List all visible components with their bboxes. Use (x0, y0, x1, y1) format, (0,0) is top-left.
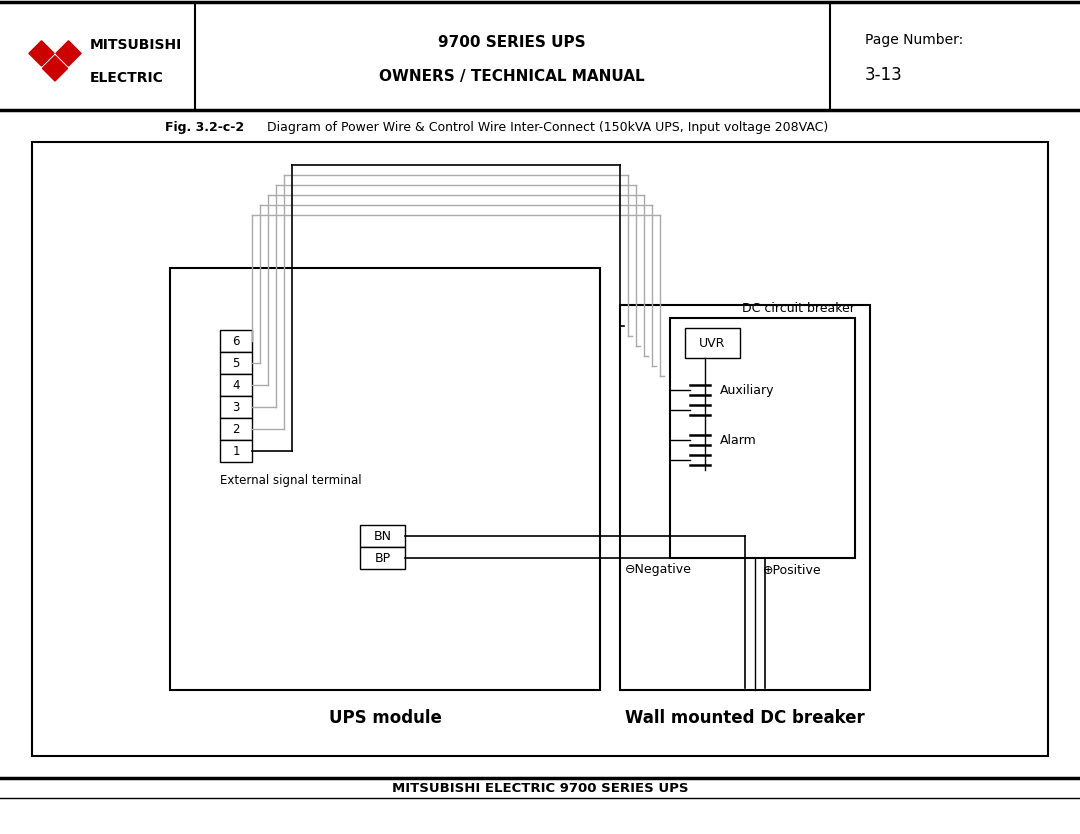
Bar (220, 396, 252, 418)
Text: 2: 2 (232, 423, 240, 435)
Bar (220, 352, 252, 374)
Text: 5: 5 (232, 356, 240, 369)
Text: ⊕Positive: ⊕Positive (762, 564, 822, 576)
Bar (220, 440, 252, 462)
Bar (360, 525, 405, 547)
Text: BN: BN (374, 530, 391, 542)
Polygon shape (42, 56, 68, 81)
Bar (670, 318, 855, 558)
Text: Fig. 3.2-c-2: Fig. 3.2-c-2 (165, 120, 244, 133)
Bar (170, 268, 600, 690)
Bar (685, 328, 740, 358)
Text: Wall mounted DC breaker: Wall mounted DC breaker (625, 709, 865, 727)
Bar (360, 547, 405, 569)
Text: Auxiliary: Auxiliary (720, 384, 774, 396)
Text: Page Number:: Page Number: (865, 33, 963, 47)
Bar (220, 418, 252, 440)
Text: UPS module: UPS module (328, 709, 442, 727)
Bar (220, 330, 252, 352)
Text: Alarm: Alarm (720, 434, 757, 446)
Text: OWNERS / TECHNICAL MANUAL: OWNERS / TECHNICAL MANUAL (379, 68, 645, 83)
Text: Diagram of Power Wire & Control Wire Inter-Connect (150kVA UPS, Input voltage 20: Diagram of Power Wire & Control Wire Int… (255, 120, 828, 133)
Text: ELECTRIC: ELECTRIC (90, 71, 164, 85)
Text: 1: 1 (232, 445, 240, 458)
Polygon shape (56, 41, 81, 66)
Text: UVR: UVR (700, 336, 726, 349)
Text: MITSUBISHI: MITSUBISHI (90, 38, 183, 52)
Bar (32, 142, 1048, 756)
Bar (620, 305, 870, 690)
Text: 3-13: 3-13 (865, 66, 903, 84)
Text: MITSUBISHI ELECTRIC 9700 SERIES UPS: MITSUBISHI ELECTRIC 9700 SERIES UPS (392, 781, 688, 795)
Text: 3: 3 (232, 400, 240, 414)
Bar (220, 374, 252, 396)
Text: 6: 6 (232, 334, 240, 348)
Text: External signal terminal: External signal terminal (220, 474, 362, 487)
Text: BP: BP (375, 551, 391, 565)
Text: 9700 SERIES UPS: 9700 SERIES UPS (438, 34, 585, 49)
Polygon shape (29, 41, 54, 66)
Text: DC circuit breaker: DC circuit breaker (742, 302, 855, 314)
Text: 4: 4 (232, 379, 240, 391)
Text: ⊖Negative: ⊖Negative (625, 564, 692, 576)
